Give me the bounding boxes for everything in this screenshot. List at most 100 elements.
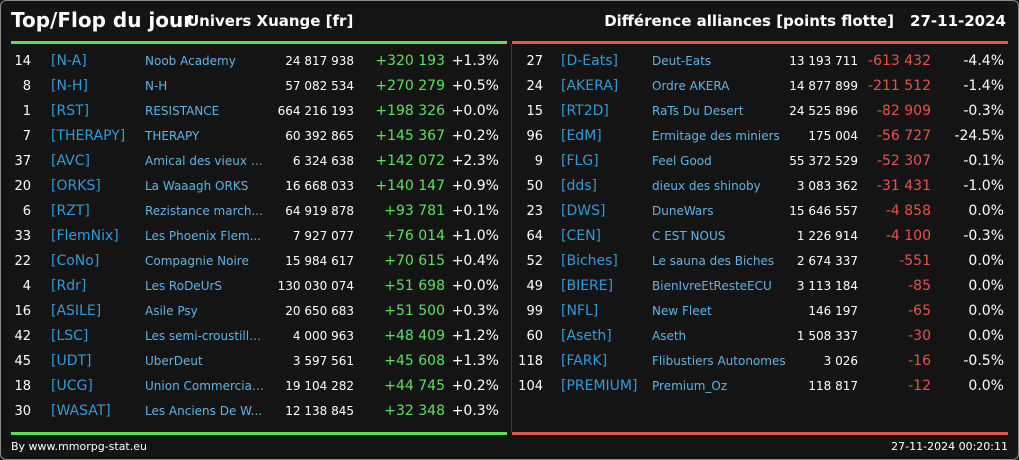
alliance-tag[interactable]: [ASILE] [51, 303, 102, 319]
percent-change: 0.0% [968, 253, 1004, 269]
alliance-points: 20 650 683 [285, 304, 354, 318]
alliance-tag[interactable]: [Rdr] [51, 278, 87, 294]
alliance-tag[interactable]: [FlemNix] [51, 228, 119, 244]
alliance-points: 16 668 033 [285, 179, 354, 193]
alliance-tag[interactable]: [CoNo] [51, 253, 100, 269]
alliance-name[interactable]: Les RoDeUrS [145, 279, 223, 293]
alliance-name[interactable]: Asile Psy [145, 304, 198, 318]
points-difference: +76 014 [384, 228, 445, 244]
alliance-name[interactable]: Amical des vieux con [145, 154, 267, 168]
alliance-tag[interactable]: [BIERE] [561, 278, 614, 294]
alliance-name[interactable]: C EST NOUS [652, 229, 726, 243]
percent-change: +1.2% [451, 328, 499, 344]
points-difference: +45 608 [384, 353, 445, 369]
generated-timestamp: 27-11-2024 00:20:11 [891, 440, 1008, 453]
alliance-tag[interactable]: [UDT] [51, 353, 92, 369]
alliance-name[interactable]: RESISTANCE [145, 104, 220, 118]
points-difference: -4 858 [885, 203, 931, 219]
alliance-name[interactable]: UberDeut [145, 354, 203, 368]
alliance-name[interactable]: Les Phoenix Flem... [145, 229, 262, 243]
loser-row: 118 [FARK] Flibustiers Autonomes 3 026 -16 -0… [512, 349, 1008, 374]
alliance-rank: 27 [526, 54, 543, 69]
alliance-points: 64 919 878 [285, 204, 354, 218]
alliance-tag[interactable]: [N-H] [51, 78, 88, 94]
alliance-name[interactable]: Deut-Eats [652, 54, 712, 68]
alliance-name[interactable]: Les Anciens De W... [145, 404, 263, 418]
alliance-name[interactable]: New Fleet [652, 304, 712, 318]
alliance-name[interactable]: La Waaagh ORKS [145, 179, 249, 193]
alliance-tag[interactable]: [FARK] [561, 353, 608, 369]
alliance-tag[interactable]: [Biches] [561, 253, 618, 269]
alliance-rank: 118 [518, 354, 543, 369]
percent-change: -0.3% [963, 103, 1004, 119]
alliance-name[interactable]: N-H [145, 79, 168, 93]
alliance-tag[interactable]: [AKERA] [561, 78, 619, 94]
alliance-name[interactable]: Le sauna des Biches [652, 254, 775, 268]
points-difference: -30 [908, 328, 931, 344]
alliance-name[interactable]: Union Commerciale... [145, 379, 267, 393]
alliance-tag[interactable]: [WASAT] [51, 403, 111, 419]
percent-change: +1.0% [451, 228, 499, 244]
alliance-tag[interactable]: [dds] [561, 178, 597, 194]
alliance-name[interactable]: Noob Academy [145, 54, 236, 68]
loser-row: 15 [RT2D] RaTs Du Desert 24 525 896 -82 909 -… [512, 99, 1008, 124]
alliance-tag[interactable]: [N-A] [51, 53, 87, 69]
alliance-name[interactable]: Aseth [652, 329, 687, 343]
percent-change: +0.3% [451, 303, 499, 319]
alliance-points: 146 197 [808, 304, 858, 318]
alliance-tag[interactable]: [Aseth] [561, 328, 612, 344]
alliance-name[interactable]: Flibustiers Autonomes [652, 354, 786, 368]
footer: By www.mmorpg-stat.eu 27-11-2024 00:20:1… [1, 435, 1018, 459]
alliance-name[interactable]: Ermitage des miniers [652, 129, 780, 143]
alliance-points: 1 226 914 [796, 229, 858, 243]
alliance-rank: 37 [14, 154, 31, 169]
percent-change: -0.3% [963, 228, 1004, 244]
alliance-name[interactable]: dieux des shinoby [652, 179, 761, 193]
alliance-name[interactable]: Premium_Oz [652, 379, 728, 393]
points-difference: -211 512 [868, 78, 931, 94]
alliance-tag[interactable]: [DWS] [561, 203, 606, 219]
alliance-name[interactable]: Rezistance march... [145, 204, 263, 218]
percent-change: 0.0% [968, 303, 1004, 319]
alliance-points: 15 646 557 [789, 204, 858, 218]
alliance-name[interactable]: Ordre AKERA [652, 79, 730, 93]
alliance-tag[interactable]: [FLG] [561, 153, 599, 169]
alliance-name[interactable]: DuneWars [652, 204, 714, 218]
alliance-name[interactable]: Feel Good [652, 154, 712, 168]
alliance-tag[interactable]: [CEN] [561, 228, 602, 244]
percent-change: +0.1% [451, 203, 499, 219]
alliance-rank: 14 [14, 54, 31, 69]
points-difference: -16 [908, 353, 931, 369]
alliance-tag[interactable]: [RZT] [51, 203, 90, 219]
alliance-rank: 96 [526, 129, 543, 144]
top-losers-panel: 27 [D-Eats] Deut-Eats 13 193 711 -613 432 -4.… [512, 41, 1008, 435]
alliance-tag[interactable]: [LSC] [51, 328, 89, 344]
percent-change: 0.0% [968, 378, 1004, 394]
alliance-name[interactable]: Les semi-croustilla... [145, 329, 267, 343]
alliance-tag[interactable]: [NFL] [561, 303, 599, 319]
alliance-tag[interactable]: [D-Eats] [561, 53, 618, 69]
points-difference: +32 348 [384, 403, 445, 419]
alliance-rank: 49 [526, 279, 543, 294]
loser-row: 60 [Aseth] Aseth 1 508 337 -30 0.0% [512, 324, 1008, 349]
alliance-name[interactable]: Compagnie Noire [145, 254, 249, 268]
loser-row: 52 [Biches] Le sauna des Biches 2 674 337 -5… [512, 249, 1008, 274]
points-difference: -52 307 [876, 153, 931, 169]
alliance-tag[interactable]: [EdM] [561, 128, 602, 144]
alliance-tag[interactable]: [ORKS] [51, 178, 101, 194]
alliance-tag[interactable]: [RST] [51, 103, 90, 119]
gainer-row: 6 [RZT] Rezistance march... 64 919 878 +93 7… [11, 199, 507, 224]
alliance-tag[interactable]: [PREMIUM] [561, 378, 638, 394]
alliance-name[interactable]: RaTs Du Desert [652, 104, 744, 118]
alliance-points: 130 030 074 [277, 279, 354, 293]
alliance-name[interactable]: THERAPY [145, 129, 200, 143]
alliance-points: 3 083 362 [796, 179, 858, 193]
alliance-tag[interactable]: [AVC] [51, 153, 90, 169]
alliance-tag[interactable]: [THERAPY] [51, 128, 126, 144]
alliance-name[interactable]: BienIvreEtResteECU [652, 279, 772, 293]
percent-change: +2.3% [451, 153, 499, 169]
alliance-points: 57 082 534 [285, 79, 354, 93]
alliance-tag[interactable]: [RT2D] [561, 103, 609, 119]
percent-change: -0.1% [963, 153, 1004, 169]
alliance-tag[interactable]: [UCG] [51, 378, 93, 394]
